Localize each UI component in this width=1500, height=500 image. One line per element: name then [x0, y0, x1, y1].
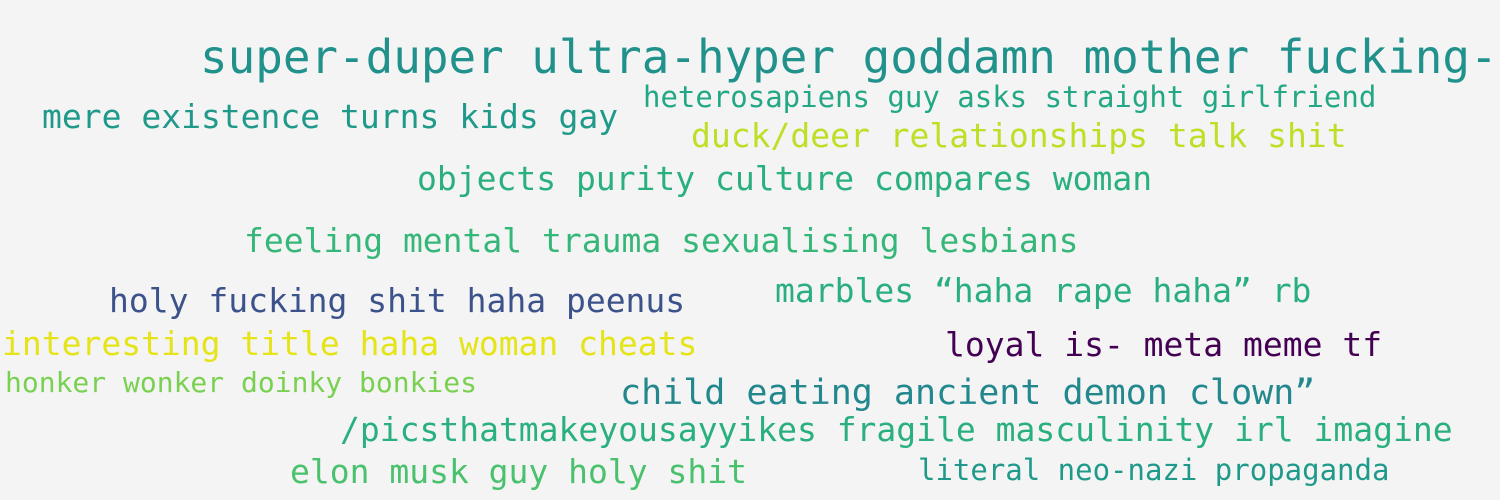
- phrase-1: super-duper ultra-hyper goddamn mother f…: [200, 30, 1498, 84]
- phrase-8: marbles “haha rape haha” rb: [775, 271, 1312, 310]
- phrase-12: child eating ancient demon clown”: [620, 373, 1316, 413]
- phrase-10: loyal is- meta meme tf: [945, 325, 1383, 364]
- phrase-14: elon musk guy holy shit: [290, 452, 747, 491]
- phrase-11: honker wonker doinky bonkies: [5, 366, 478, 399]
- phrase-9: interesting title haha woman cheats: [2, 324, 698, 363]
- phrase-2: mere existence turns kids gay: [42, 97, 619, 136]
- phrase-3: heterosapiens guy asks straight girlfrie…: [643, 80, 1377, 114]
- phrase-7: holy fucking shit haha peenus: [109, 281, 686, 320]
- phrase-15: literal neo-nazi propaganda: [918, 453, 1390, 487]
- phrase-6: feeling mental trauma sexualising lesbia…: [244, 221, 1079, 260]
- phrase-13: /picsthatmakeyousayyikes fragile masculi…: [340, 410, 1453, 449]
- phrase-4: duck/deer relationships talk shit: [691, 116, 1347, 155]
- phrase-5: objects purity culture compares woman: [417, 159, 1153, 198]
